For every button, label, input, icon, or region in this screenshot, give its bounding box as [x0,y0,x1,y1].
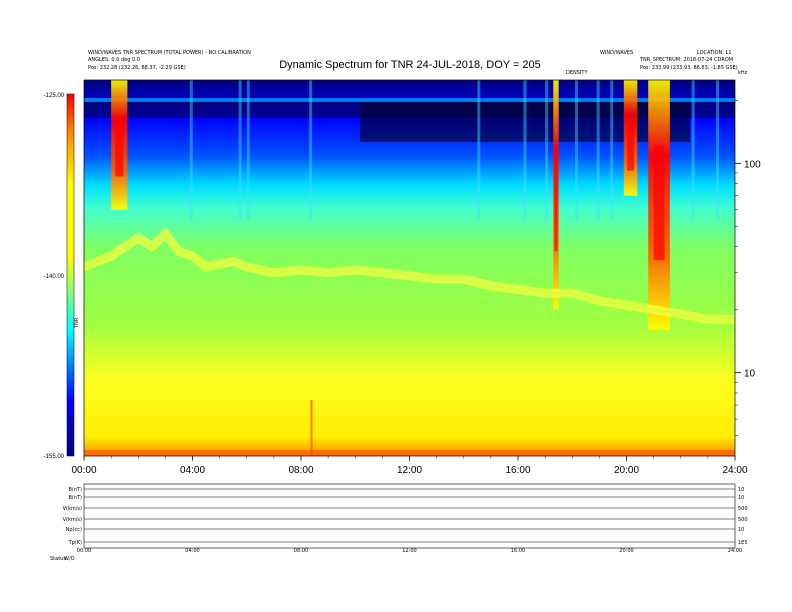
x-tick-label: 24:00 [722,465,747,476]
colorbar-label: TNR [74,317,80,329]
panel-row-scale: 500 [738,506,748,512]
panel-row-label: B(nT) [68,487,82,493]
colorbar-tick-mid: -140.00 [44,274,65,280]
x-tick-label: 12:00 [397,465,422,476]
spectrogram-area [84,80,735,456]
x-axis: 00:00 04:00 08:00 12:00 16:00 20:00 24:00 [71,456,748,476]
streak [238,80,242,220]
header-right-location: LOCATION: L1 [697,50,732,56]
band-line [84,98,735,102]
chart-title: Dynamic Spectrum for TNR 24-JUL-2018, DO… [279,59,541,71]
panel-x-tick-label: 04:00 [185,548,199,554]
x-tick-label: 04:00 [180,465,205,476]
streak [523,80,527,220]
panel-x-tick-label: 24:00 [728,548,742,554]
panel-row-label: Np(cc) [66,527,82,533]
panel-row-label: Tp(K) [68,540,82,546]
streak [610,80,614,220]
panel-row-label: B(nT) [68,495,82,501]
streak [691,80,695,220]
y-tick-label: 10 [744,369,756,380]
panel-row-scale: 10 [738,527,744,533]
panel-x-tick-label: 16:00 [511,548,525,554]
streak [246,80,250,220]
x-tick-label: 16:00 [505,465,530,476]
streak [189,80,193,220]
header-right-line2: TNR_SPECTRUM: 2018-07-24 CDROM [639,57,733,63]
streak [477,80,481,220]
y-axis-right: 100 10 [735,100,761,436]
radio-burst-core [554,153,558,252]
radio-burst-core [653,144,665,260]
x-tick-label: 20:00 [614,465,639,476]
header-right-line3: Pos: 233.99 (233.93, 86.83, -1.85 GSE) [640,65,738,71]
panel-row-scale: 10 [738,487,744,493]
panel-x-tick-label: 20:00 [619,548,633,554]
streak [716,80,720,220]
footer-status-value: W/O [64,556,75,562]
radio-burst-core [627,122,634,171]
panel-row-label: V(km/s) [63,506,82,512]
header-left-line2: ANGLES: 0.0 deg 0.0 [88,57,140,63]
solar-wind-panel: B(nT) 10 B(nT) 10 V(km/s) 500 V(km/s) 500 Np(cc)… [63,483,748,554]
colorbar-tick-bottom: -155.00 [44,454,65,460]
header-right-line1: WIND/WAVES [600,50,633,56]
spectrogram-bands [84,80,735,456]
colorbar-tick-top: -125.00 [44,93,65,99]
streak [309,80,313,220]
radio-bursts [111,80,670,330]
header-left-line3: Pos: 232.28 (232.26, 88.37, -2.29 GSE) [88,65,186,71]
footer-status: Status: [50,556,68,562]
panel-frame [83,483,736,549]
header-left-line1: WIND/WAVES TNR SPECTRUM (TOTAL POWER) - … [88,50,251,56]
header-density-label: DENSITY [566,70,588,76]
streak [574,80,578,220]
panel-x-tick-label: 12:00 [402,548,416,554]
header-unit-small: kHz [738,70,748,76]
streak [310,400,313,456]
panel-row-scale: 500 [738,517,748,523]
x-tick-label: 00:00 [71,465,96,476]
plasma-line-core [84,231,735,321]
x-tick-label: 08:00 [288,465,313,476]
panel-row-scale: 10 [738,495,744,501]
colorbar [66,93,75,457]
panel-x-tick-label: 08:00 [294,548,308,554]
y-tick-label: 100 [744,159,761,170]
streak [545,80,549,220]
panel-row-scale: 1E5 [738,540,748,546]
streak [596,80,600,220]
panel-x-tick-label: 00:00 [77,548,91,554]
panel-row-label: V(km/s) [63,517,82,523]
radio-burst-core [115,116,124,177]
bottom-band [84,450,735,456]
